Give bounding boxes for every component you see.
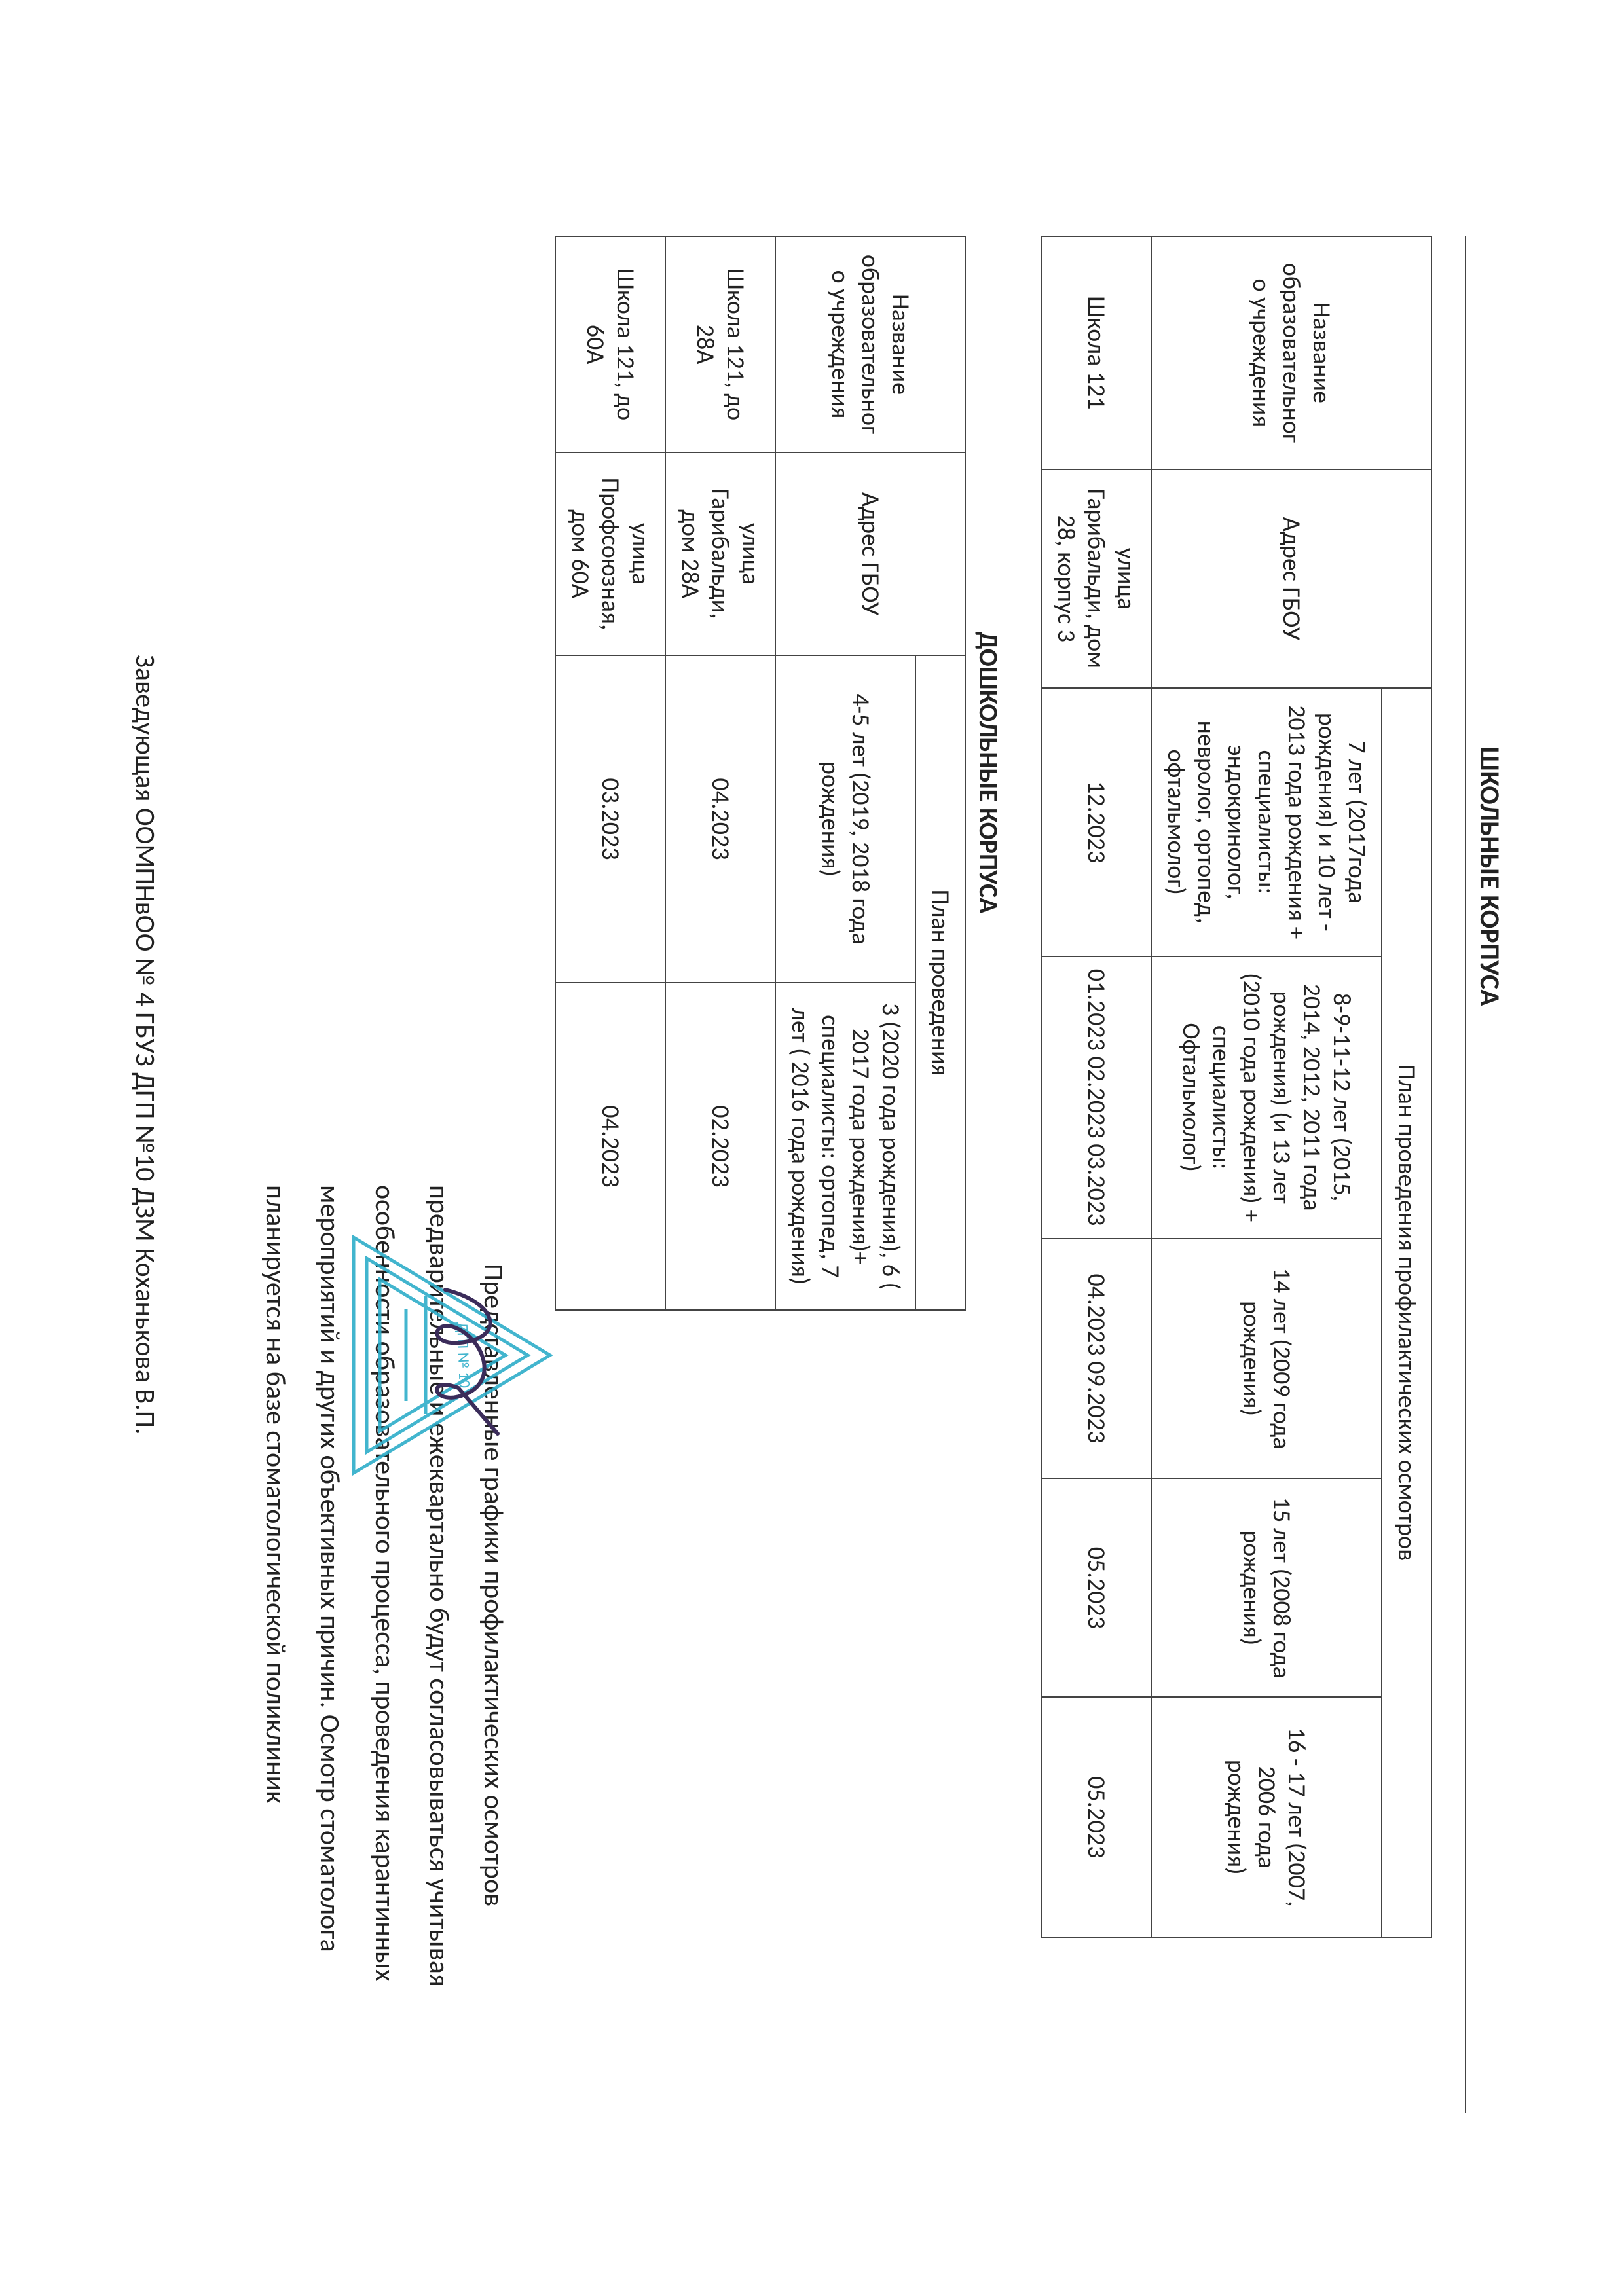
cell-value: 04.2023 09.2023 (1041, 1239, 1151, 1479)
subhead-cell: 15 лет (2008 года рождения) (1151, 1478, 1382, 1697)
cell-value: 03.2023 (555, 655, 665, 983)
col-name-header: Название образовательног о учреждения (1151, 236, 1431, 469)
table-row: Школа 121, до 28А улица Гарибальди, дом … (665, 236, 775, 1310)
signature-line: Заведующая ООМПНвОО № 4 ГБУЗ ДГП №10 ДЗМ… (128, 655, 162, 2113)
title-rule (1465, 236, 1466, 2113)
notice-line: Представленные графики профилактических … (471, 1185, 515, 2088)
subhead-cell: 8-9-11-12 лет (2015, 2014, 2012, 2011 го… (1151, 957, 1382, 1239)
table-row: Школа 121 улица Гарибальди, дом 28, корп… (1041, 236, 1151, 1937)
notice-line: мероприятий и других объективных причин.… (308, 1185, 352, 2088)
notice-line: особенности образовательного процесса, п… (362, 1185, 406, 2088)
cell-value: 02.2023 (665, 983, 775, 1310)
cell-name: Школа 121 (1041, 236, 1151, 469)
cell-value: 05.2023 (1041, 1478, 1151, 1697)
cell-value: 12.2023 (1041, 688, 1151, 957)
subhead-cell: 3 (2020 года рождения), 6 ( 2017 года ро… (775, 983, 915, 1310)
section-title-preschool: ДОШКОЛЬНЫЕ КОРПУСА (972, 236, 1005, 1309)
subhead-cell: 4-5 лет (2019, 2018 года рождения) (775, 655, 915, 983)
col-name-header: Название образовательног о учреждения (775, 236, 965, 452)
cell-addr: улица Профсоюзная, дом 60А (555, 452, 665, 655)
page-title: ШКОЛЬНЫЕ КОРПУСА (1473, 746, 1506, 2113)
subhead-cell: 16 - 17 лет (2007, 2006 года рождения) (1151, 1697, 1382, 1937)
preschool-table: Название образовательног о учреждения Ад… (555, 236, 966, 1311)
subhead-cell: 7 лет (2017года рождения) и 10 лет - 201… (1151, 688, 1382, 957)
cell-addr: улица Гарибальди, дом 28А (665, 452, 775, 655)
cell-value: 04.2023 (665, 655, 775, 983)
col-addr-header: Адрес ГБОУ (1151, 469, 1431, 688)
col-plan-header: План проведения профилактических осмотро… (1382, 688, 1431, 1937)
notice-block: Представленные графики профилактических … (253, 1185, 515, 2088)
notice-line: планируется на базе стоматологической по… (253, 1185, 297, 2088)
cell-value: 05.2023 (1041, 1697, 1151, 1937)
table-row: Название образовательног о учреждения Ад… (1382, 236, 1431, 1937)
table-row: Название образовательног о учреждения Ад… (915, 236, 965, 1310)
col-plan-header: План проведения (915, 655, 965, 1310)
col-addr-header: Адрес ГБОУ (775, 452, 965, 655)
cell-value: 04.2023 (555, 983, 665, 1310)
subhead-cell: 14 лет (2009 года рождения) (1151, 1239, 1382, 1479)
cell-name: Школа 121, до 28А (665, 236, 775, 452)
cell-name: Школа 121, до 60А (555, 236, 665, 452)
table-row: Школа 121, до 60А улица Профсоюзная, дом… (555, 236, 665, 1310)
cell-value: 01.2023 02.2023 03.2023 (1041, 957, 1151, 1239)
notice-line: предварительные и ежеквартально будут со… (417, 1185, 461, 2088)
school-table: Название образовательног о учреждения Ад… (1041, 236, 1432, 1938)
cell-addr: улица Гарибальди, дом 28, корпус 3 (1041, 469, 1151, 688)
